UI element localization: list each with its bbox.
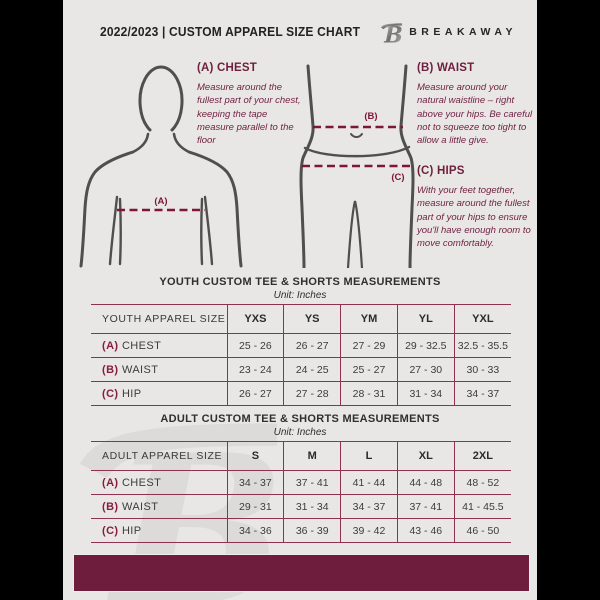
hips-marker-label: (C) <box>391 172 404 183</box>
row-label-cell: (B) WAIST <box>91 357 227 382</box>
column-header: YS <box>283 304 341 334</box>
row-label-cell: (A) CHEST <box>91 470 227 495</box>
table-row: (C) HIP 26 - 27 27 - 28 28 - 31 31 - 34 34 - … <box>91 381 511 406</box>
table-row-header: ADULT APPAREL SIZE <box>91 441 227 471</box>
waist-heading: (B) WAIST <box>417 62 475 74</box>
value-cell: 24 - 25 <box>283 357 341 382</box>
chest-instructions: Measure around the fullest part of your … <box>197 82 301 147</box>
value-cell: 34 - 37 <box>226 470 284 495</box>
column-header: L <box>340 441 398 471</box>
adult-table-title: ADULT CUSTOM TEE & SHORTS MEASUREMENTS <box>160 413 440 425</box>
value-cell: 44 - 48 <box>396 470 455 495</box>
value-cell: 34 - 37 <box>453 381 511 406</box>
breakaway-logo-icon: B <box>381 22 404 45</box>
table-row-header: YOUTH APPAREL SIZE <box>91 304 227 334</box>
row-label-cell: (C) HIP <box>91 381 227 406</box>
value-cell: 34 - 37 <box>340 494 398 519</box>
row-marker: (C) <box>102 387 119 400</box>
value-cell: 36 - 39 <box>283 518 341 543</box>
document-header: 2022/2023 | CUSTOM APPAREL SIZE CHART B … <box>100 18 517 46</box>
svg-text:B: B <box>384 22 404 44</box>
chest-heading: (A) CHEST <box>197 62 257 74</box>
value-cell: 25 - 26 <box>226 333 284 358</box>
column-header: YL <box>396 304 455 334</box>
hips-guide: (C) HIPS With your feet together, measur… <box>417 165 534 250</box>
brand-lockup: B BREAKAWAY <box>380 20 517 45</box>
value-cell: 28 - 31 <box>340 381 398 406</box>
value-cell: 32.5 - 35.5 <box>453 333 511 358</box>
value-cell: 37 - 41 <box>283 470 341 495</box>
value-cell: 29 - 31 <box>226 494 284 519</box>
row-label-cell: (C) HIP <box>91 518 227 543</box>
value-cell: 29 - 32.5 <box>396 333 455 358</box>
adult-table-unit: Unit: Inches <box>273 427 327 438</box>
value-cell: 27 - 29 <box>340 333 398 358</box>
value-cell: 25 - 27 <box>340 357 398 382</box>
size-table: ADULT APPAREL SIZE S M L XL 2XL (A) CHEST 34 - … <box>91 441 511 543</box>
row-marker: (B) <box>102 500 119 513</box>
value-cell: 26 - 27 <box>226 381 284 406</box>
youth-table-unit: Unit: Inches <box>273 290 327 301</box>
row-label-cell: (A) CHEST <box>91 333 227 358</box>
value-cell: 23 - 24 <box>226 357 284 382</box>
upper-body-figure: (A) <box>79 65 243 268</box>
value-cell: 31 - 34 <box>283 494 341 519</box>
row-label-cell: (B) WAIST <box>91 494 227 519</box>
value-cell: 27 - 28 <box>283 381 341 406</box>
value-cell: 34 - 36 <box>226 518 284 543</box>
size-chart-document: B 2022/2023 | CUSTOM APPAREL SIZE CHART … <box>63 0 537 600</box>
row-marker: (A) <box>102 476 119 489</box>
value-cell: 37 - 41 <box>396 494 455 519</box>
table-row: (B) WAIST 23 - 24 24 - 25 25 - 27 27 - 30 30 … <box>91 357 511 382</box>
chest-guide: (A) CHEST Measure around the fullest par… <box>197 62 301 147</box>
hips-heading: (C) HIPS <box>417 165 465 177</box>
table-row: (C) HIP 34 - 36 36 - 39 39 - 42 43 - 46 46 - … <box>91 518 511 543</box>
youth-table-title: YOUTH CUSTOM TEE & SHORTS MEASUREMENTS <box>159 276 441 288</box>
value-cell: 46 - 50 <box>453 518 511 543</box>
lower-body-figure: (B) (C) <box>299 64 415 268</box>
column-header: 2XL <box>453 441 511 471</box>
waist-guide: (B) WAIST Measure around your natural wa… <box>417 62 534 147</box>
value-cell: 26 - 27 <box>283 333 341 358</box>
value-cell: 27 - 30 <box>396 357 455 382</box>
value-cell: 41 - 44 <box>340 470 398 495</box>
column-header: YXS <box>226 304 284 334</box>
hips-instructions: With your feet together, measure around … <box>417 185 531 250</box>
column-header: S <box>226 441 284 471</box>
waist-instructions: Measure around your natural waistline – … <box>417 82 533 147</box>
value-cell: 48 - 52 <box>453 470 511 495</box>
footer-bar <box>73 554 530 592</box>
value-cell: 30 - 33 <box>453 357 511 382</box>
table-row: (A) CHEST 34 - 37 37 - 41 41 - 44 44 - 48 48 … <box>91 470 511 495</box>
value-cell: 31 - 34 <box>396 381 455 406</box>
value-cell: 43 - 46 <box>396 518 455 543</box>
brand-name: BREAKAWAY <box>409 26 517 38</box>
table-row: (A) CHEST 25 - 26 26 - 27 27 - 29 29 - 32.5 3… <box>91 333 511 358</box>
column-header: M <box>283 441 341 471</box>
youth-size-table: YOUTH APPAREL SIZE YXS YS YM YL YXL (A) CHEST 2… <box>91 304 511 406</box>
waist-marker-label: (B) <box>364 111 377 122</box>
column-header: XL <box>396 441 455 471</box>
row-marker: (A) <box>102 339 119 352</box>
row-marker: (B) <box>102 363 119 376</box>
page-title: 2022/2023 | CUSTOM APPAREL SIZE CHART <box>100 25 361 39</box>
value-cell: 39 - 42 <box>340 518 398 543</box>
table-row: (B) WAIST 29 - 31 31 - 34 34 - 37 37 - 41 41 … <box>91 494 511 519</box>
row-marker: (C) <box>102 524 119 537</box>
value-cell: 41 - 45.5 <box>453 494 511 519</box>
column-header: YM <box>340 304 398 334</box>
column-header: YXL <box>453 304 511 334</box>
chest-marker-label: (A) <box>154 196 167 207</box>
adult-size-table: ADULT APPAREL SIZE S M L XL 2XL (A) CHEST 34 - … <box>91 441 511 543</box>
size-table: YOUTH APPAREL SIZE YXS YS YM YL YXL (A) CHEST 2… <box>91 304 511 406</box>
